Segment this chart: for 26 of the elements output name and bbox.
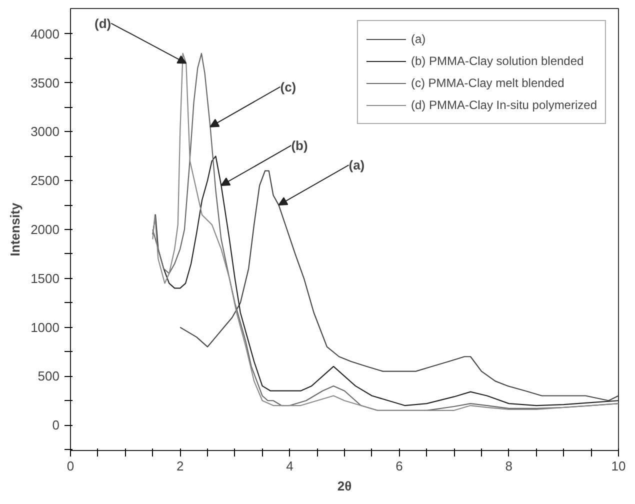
y-tick-label: 1000 [30, 320, 60, 335]
annotation: (a) [348, 158, 365, 173]
annotation: (d) [94, 16, 112, 31]
y-axis-title: Intensity [8, 202, 23, 256]
legend-label: (b) PMMA-Clay solution blended [410, 54, 584, 68]
y-tick-label: 500 [38, 368, 60, 384]
y-tick-label: 2000 [30, 222, 60, 237]
legend-label: (c) PMMA-Clay melt blended [410, 76, 564, 90]
annotation: (c) [280, 79, 296, 94]
x-tick-label: 2 [176, 458, 184, 474]
x-tick-label: 6 [396, 458, 403, 474]
y-tick-label: 0 [52, 418, 60, 433]
x-tick-label: 10 [611, 458, 626, 474]
y-tick-label: 2500 [30, 173, 60, 188]
legend-label: (d) PMMA-Clay In-situ polymerized [410, 98, 597, 112]
y-tick-label: 1500 [30, 270, 60, 286]
y-tick-label: 4000 [30, 26, 60, 42]
x-tick-label: 4 [286, 458, 294, 474]
x-axis-title: 2θ [337, 478, 352, 494]
annotation: (b) [291, 138, 308, 153]
line-series [152, 52, 618, 411]
y-tick-label: 3000 [30, 124, 60, 140]
x-tick-label: 8 [505, 458, 513, 474]
y-tick-label: 3500 [30, 75, 60, 90]
legend-label: (a) [410, 32, 427, 46]
x-tick-label: 0 [66, 458, 74, 474]
